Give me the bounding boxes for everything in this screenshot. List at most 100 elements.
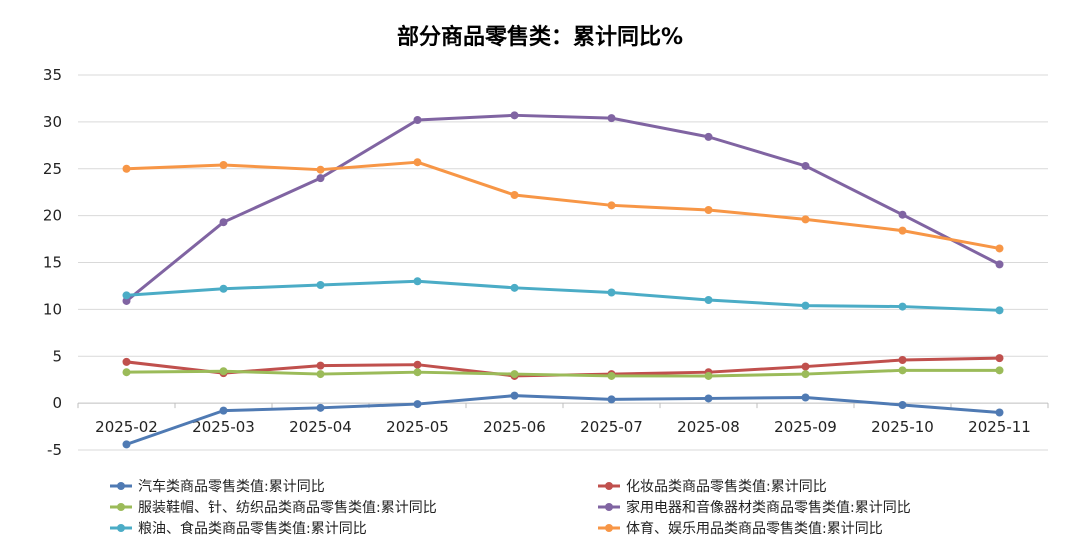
legend-label: 体育、娱乐用品类商品零售类值:累计同比 (626, 521, 883, 537)
x-tick-label: 2025-04 (289, 418, 352, 436)
data-point (704, 132, 713, 141)
y-tick-label: 20 (43, 207, 62, 225)
data-point (607, 114, 616, 123)
series-line (125, 279, 1001, 312)
x-tick-label: 2025-09 (774, 418, 837, 436)
legend-swatch-marker (605, 524, 613, 532)
data-point (995, 354, 1004, 363)
legend-item: 家用电器和音像器材类商品零售类值:累计同比 (598, 499, 911, 516)
legend-label: 服装鞋帽、针、纺织品类商品零售类值:累计同比 (138, 500, 437, 516)
legend-item: 化妆品类商品零售类值:累计同比 (598, 479, 827, 495)
data-point (413, 277, 422, 286)
data-point (122, 296, 131, 305)
data-point (801, 370, 810, 379)
y-tick-label: 30 (43, 113, 62, 131)
y-tick-label: 10 (43, 300, 62, 318)
y-tick-label: 35 (43, 66, 62, 84)
legend-swatch-marker (117, 482, 125, 490)
data-point (316, 174, 325, 183)
data-point (219, 284, 228, 293)
data-point (510, 191, 519, 199)
data-point (898, 210, 907, 219)
x-tick-label: 2025-03 (192, 418, 255, 436)
series-0 (122, 391, 1004, 449)
data-point (898, 366, 907, 375)
data-point (316, 165, 325, 174)
data-point (607, 288, 616, 297)
data-point (704, 206, 713, 214)
legend-swatch-marker (605, 482, 613, 490)
y-tick-label: 0 (52, 394, 62, 412)
legend-swatch-marker (117, 503, 125, 511)
x-tick-label: 2025-06 (483, 418, 546, 436)
legend: 汽车类商品零售类值:累计同比 化妆品类商品零售类值:累计同比服装鞋帽、针、纺织品类… (110, 478, 911, 537)
x-tick-label: 2025-08 (677, 418, 740, 436)
data-point (898, 302, 907, 311)
legend-label: 汽车类商品零售类值:累计同比 (138, 478, 325, 495)
legend-swatch-marker (117, 524, 125, 532)
x-tick-label: 2025-05 (386, 418, 449, 436)
data-point (607, 371, 616, 380)
x-tick-label: 2025-10 (871, 418, 934, 436)
x-tick-label: 2025-07 (580, 418, 643, 436)
data-point (510, 391, 519, 400)
data-point (995, 260, 1004, 269)
data-point (316, 361, 325, 370)
data-point (704, 371, 713, 380)
y-tick-label: 5 (52, 347, 62, 365)
data-point (316, 403, 325, 412)
x-axis-ticks: 2025-02 2025-03 2025-04 2025-05 2025-06 2025-… (95, 418, 1031, 436)
data-point (122, 291, 131, 300)
y-tick-label: 25 (43, 160, 62, 178)
series-3 (122, 111, 1004, 305)
data-point (607, 201, 616, 210)
data-point (316, 370, 325, 379)
data-point (704, 296, 713, 304)
data-point (995, 306, 1004, 315)
y-axis-ticks: -5 0 5 10 15 20 25 30 35 (43, 66, 62, 459)
data-point (801, 301, 810, 310)
data-point (413, 360, 422, 369)
y-tick-label: -5 (47, 441, 62, 459)
chart-title: 部分商品零售类：累计同比% (397, 24, 683, 50)
y-tick-label: 15 (43, 254, 62, 272)
series-2 (122, 366, 1004, 380)
data-point (995, 408, 1004, 417)
data-point (801, 362, 810, 371)
data-point (801, 215, 810, 224)
data-point (413, 116, 422, 124)
data-point (122, 368, 131, 377)
data-point (995, 244, 1004, 253)
data-point (510, 111, 519, 120)
data-point (704, 394, 713, 403)
data-point (122, 164, 131, 173)
data-point (898, 356, 907, 364)
legend-label: 粮油、食品类商品零售类值:累计同比 (138, 520, 367, 537)
legend-item: 粮油、食品类商品零售类值:累计同比 (110, 520, 367, 537)
series-line (125, 113, 1001, 303)
series-line (125, 160, 1001, 250)
data-point (607, 395, 616, 404)
data-point (219, 218, 228, 227)
legend-item: 服装鞋帽、针、纺织品类商品零售类值:累计同比 (110, 500, 437, 516)
data-point (898, 401, 907, 409)
legend-swatch-marker (605, 503, 613, 511)
data-point (898, 226, 907, 235)
series-line (125, 394, 1001, 446)
data-point (413, 400, 422, 409)
legend-label: 化妆品类商品零售类值:累计同比 (626, 479, 827, 495)
series-group (122, 111, 1004, 449)
data-point (219, 367, 228, 376)
data-point (316, 281, 325, 289)
x-tick-label: 2025-11 (968, 418, 1031, 436)
data-point (122, 357, 131, 366)
legend-label: 家用电器和音像器材类商品零售类值:累计同比 (626, 499, 911, 516)
data-point (413, 368, 422, 377)
data-point (122, 440, 131, 449)
data-point (995, 366, 1004, 375)
legend-item: 汽车类商品零售类值:累计同比 (110, 478, 325, 495)
data-point (510, 370, 519, 379)
data-point (801, 161, 810, 170)
